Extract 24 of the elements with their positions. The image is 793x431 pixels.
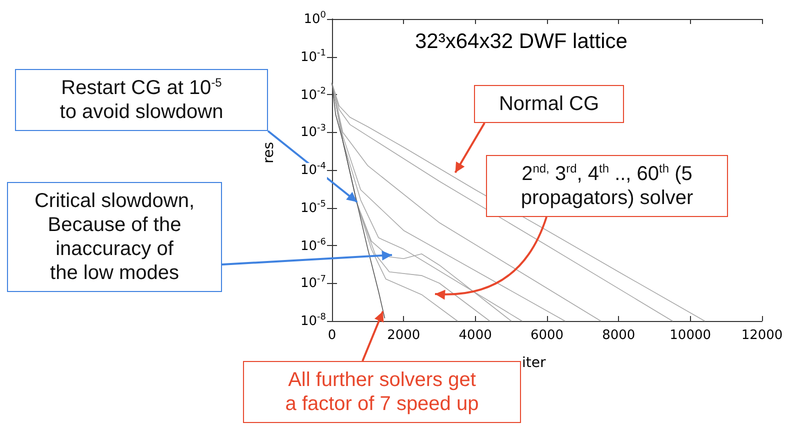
y-tick-label: 10$^{-1}$: [299, 48, 327, 66]
x-tick-label: 6000: [530, 328, 564, 343]
callout-box: 2$^{nd,}$ 3$^{rd}$, 4$^{th}$ .., 60$^{th}$ (5 propagators) solver: [486, 155, 728, 217]
x-axis-title: iter: [522, 355, 546, 371]
x-tick-label: 2000: [387, 328, 420, 343]
callout-box: Critical slowdown, Because of the inaccuracy of the low modes: [7, 182, 222, 292]
callout-box: All further solvers get a factor of 7 speed up: [243, 361, 521, 423]
y-tick-label: 10$^{-8}$: [299, 312, 327, 330]
x-tick-label: 8000: [602, 328, 636, 343]
x-tick-label: 0: [328, 328, 336, 343]
y-tick-label: 10$^{-5}$: [299, 199, 327, 217]
text: 32³x64x32 DWF lattice: [415, 30, 628, 53]
y-tick-label: 10$^{-4}$: [299, 162, 327, 179]
y-tick-label: 10$^{0}$: [302, 10, 327, 28]
callout-box: Normal CG: [474, 85, 624, 123]
x-tick-label: 10000: [670, 328, 712, 343]
y-axis-title: res: [261, 142, 277, 164]
callout-box: Restart CG at 10$^{-5}$ to avoid slowdown: [15, 69, 268, 131]
x-tick-label: 4000: [458, 328, 492, 343]
x-tick-label: 12000: [741, 328, 783, 343]
y-tick-label: 10$^{-3}$: [299, 124, 327, 142]
y-tick-label: 10$^{-2}$: [299, 86, 327, 104]
y-tick-label: 10$^{-7}$: [299, 274, 327, 292]
y-tick-label: 10$^{-6}$: [299, 237, 327, 254]
